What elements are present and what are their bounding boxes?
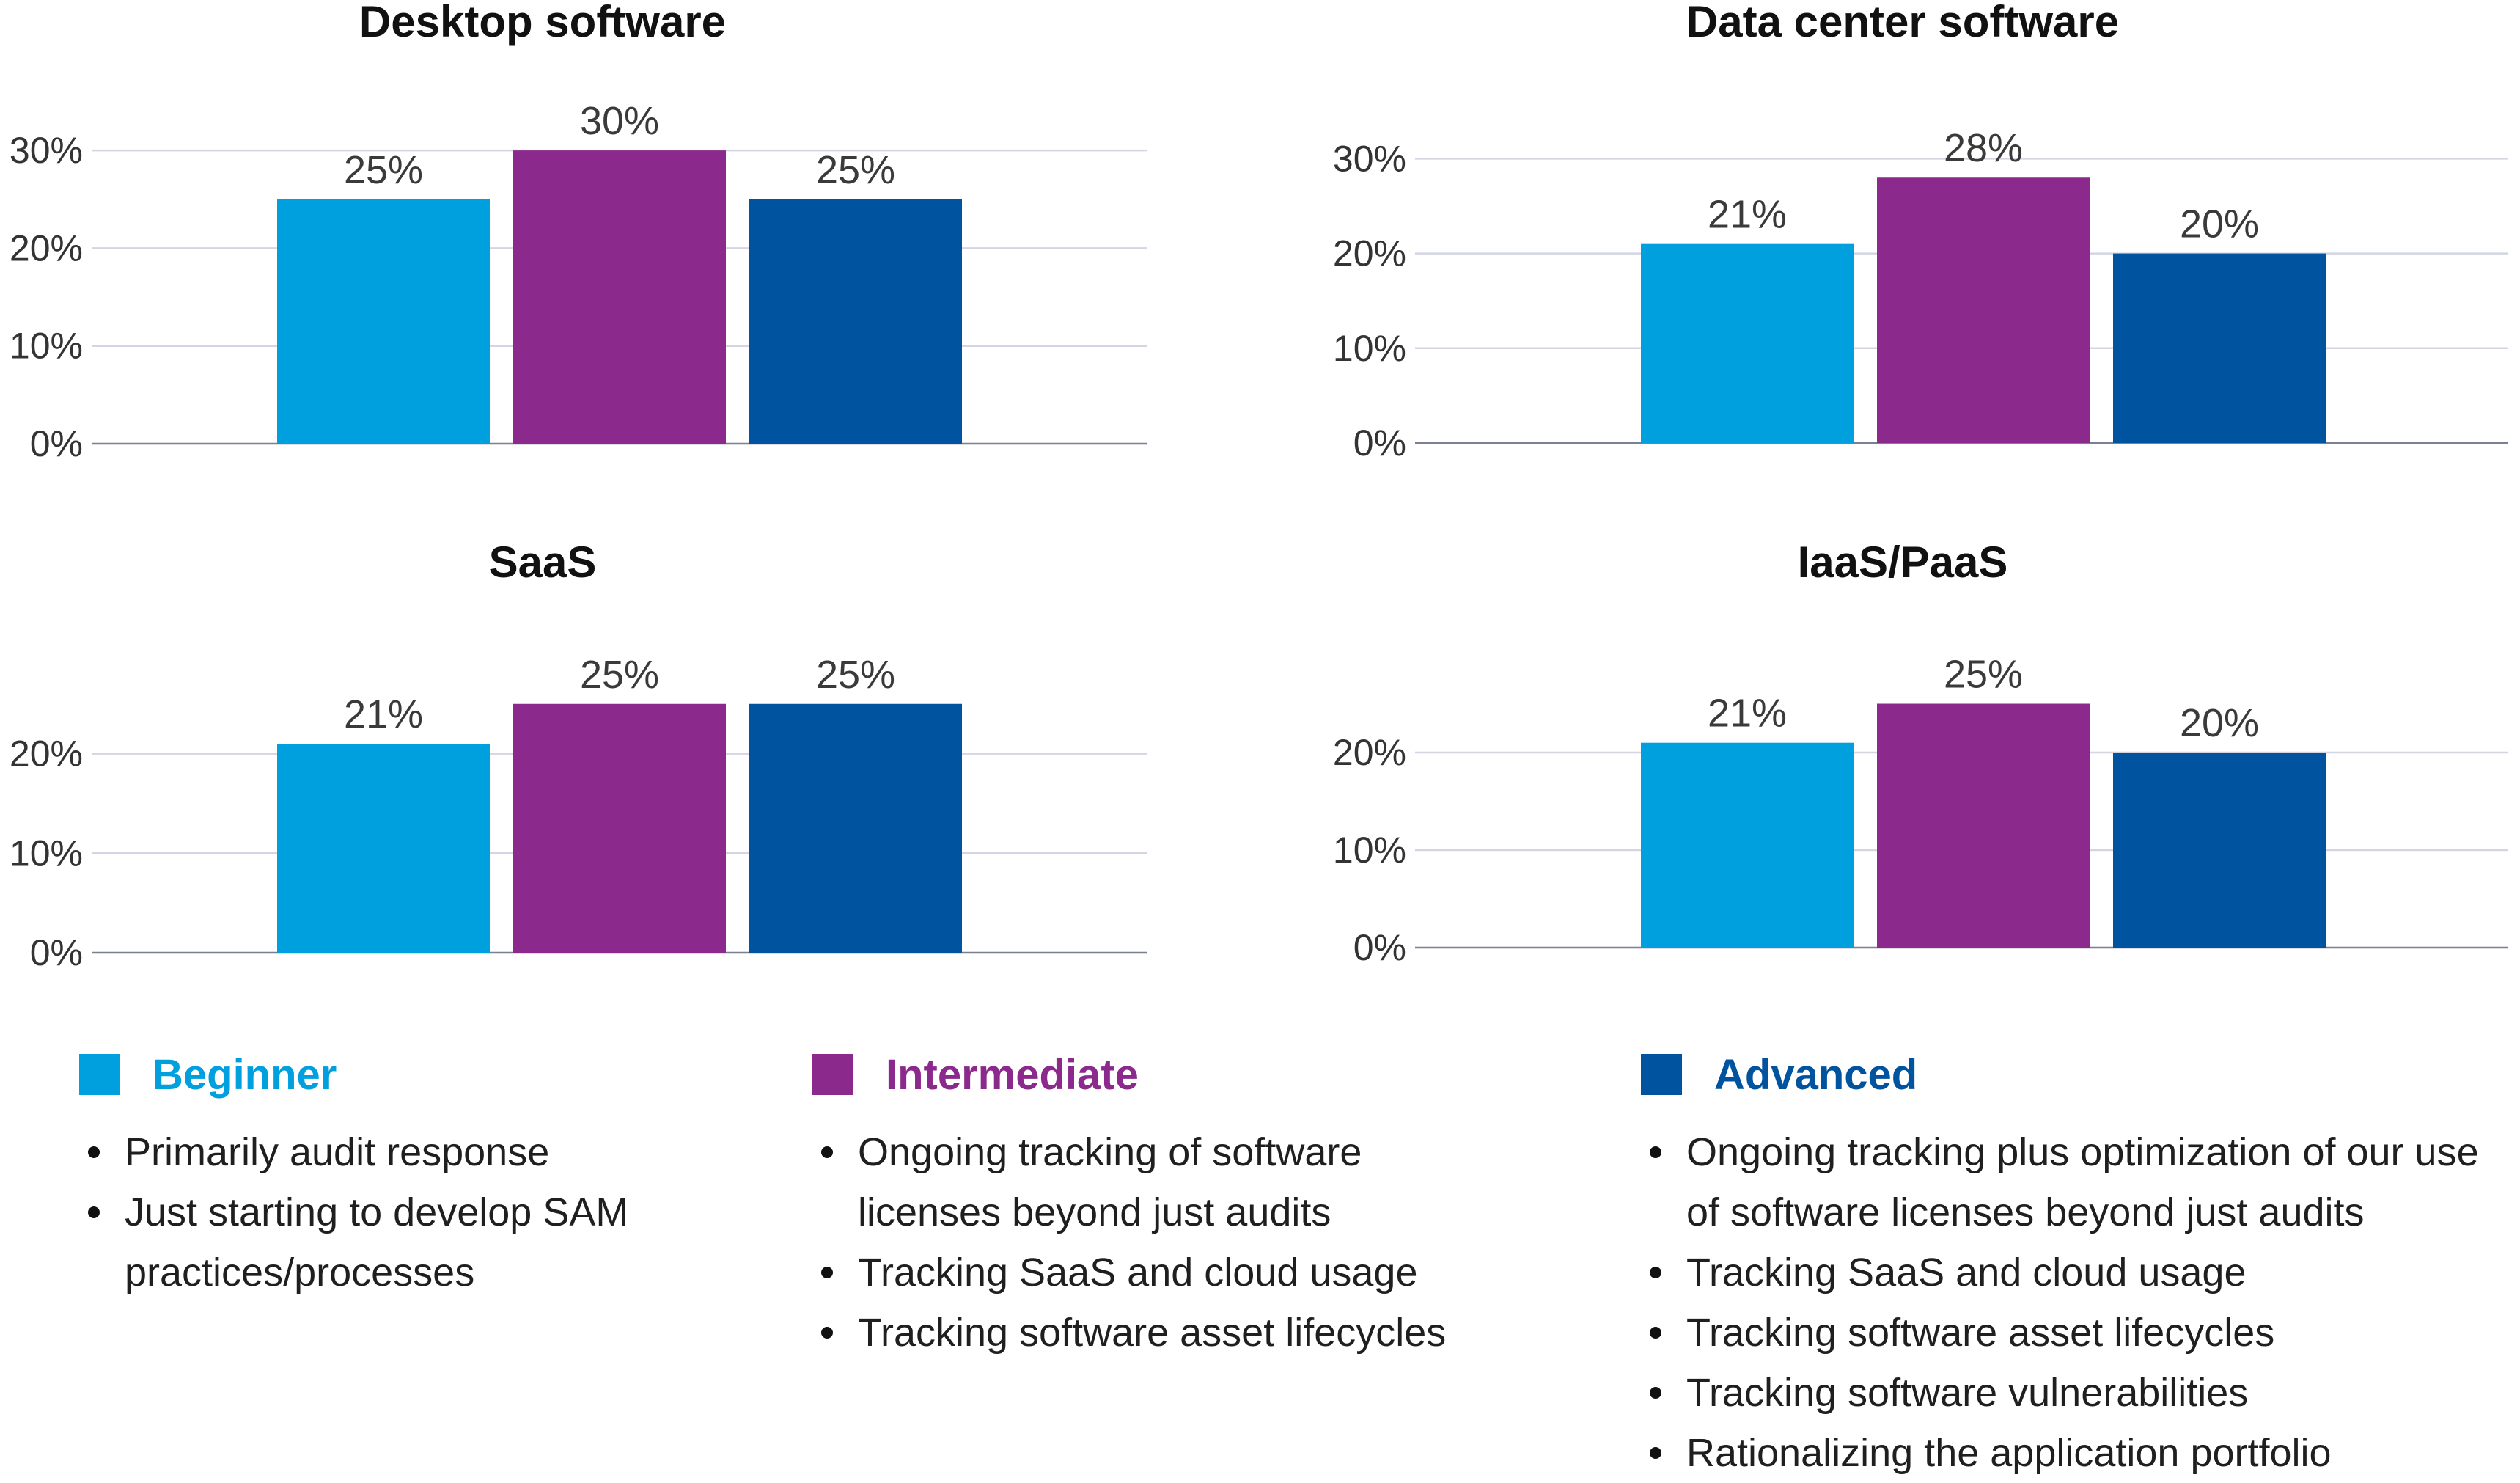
list-item: Tracking SaaS and cloud usage [821,1242,1459,1303]
y-tick-label: 10% [10,326,83,367]
list-item: Tracking software asset lifecycles [1650,1303,2519,1363]
data-label: 30% [580,99,659,143]
bar-intermediate [513,703,726,953]
bullet-list: Ongoing tracking of software licenses be… [812,1122,1459,1363]
bar-advanced [749,703,962,953]
y-tick-label: 20% [1333,233,1406,274]
chart-plot: 0% 10% 20% 30% 25% 30% 25% [10,99,1147,464]
y-tick-label: 0% [1353,422,1406,464]
bar-beginner [277,199,490,444]
legend-beginner: Beginner Primarily audit response Just s… [79,1049,812,1303]
bullet-list: Primarily audit response Just starting t… [79,1122,653,1303]
legend-advanced: Advanced Ongoing tracking plus optimizat… [1641,1049,2520,1483]
chart-title: Desktop software [359,0,727,46]
advanced-swatch-icon [1641,1054,1682,1095]
y-tick-label: 10% [10,832,83,874]
data-label: 25% [580,653,659,697]
bar-advanced [749,199,962,444]
bar-beginner [1641,742,1854,948]
legend-intermediate: Intermediate Ongoing tracking of softwar… [812,1049,1546,1363]
y-tick-label: 0% [30,423,83,464]
data-label: 25% [816,653,895,697]
y-tick-label: 10% [1333,328,1406,369]
chart-title: IaaS/PaaS [1797,538,2008,587]
chart-plot: 0% 10% 20% 30% 21% 28% 20% [1333,126,2508,464]
chart-plot: 0% 10% 20% 21% 25% 25% [10,653,1147,973]
list-item: Primarily audit response [88,1122,653,1182]
data-label: 21% [1708,193,1787,237]
data-label: 20% [2180,701,2259,745]
list-item: Ongoing tracking of software licenses be… [821,1122,1459,1242]
data-label: 25% [1944,653,2023,697]
data-label: 21% [344,692,423,736]
y-tick-label: 20% [1333,732,1406,773]
y-tick-label: 20% [10,227,83,268]
y-tick-label: 30% [1333,138,1406,179]
bar-beginner [277,744,490,953]
list-item: Tracking SaaS and cloud usage [1650,1242,2519,1303]
data-label: 25% [344,148,423,192]
y-tick-label: 0% [1353,927,1406,968]
bar-advanced [2113,753,2326,948]
y-tick-label: 20% [10,733,83,775]
list-item: Ongoing tracking plus optimization of ou… [1650,1122,2519,1242]
data-label: 25% [816,148,895,192]
y-tick-label: 10% [1333,830,1406,871]
y-tick-label: 30% [10,130,83,171]
legend-label: Advanced [1714,1050,1918,1099]
chart-plot: 0% 10% 20% 21% 25% 20% [1333,653,2508,968]
y-tick-label: 0% [30,932,83,973]
chart-iaas-paas: IaaS/PaaS 0% 10% 20% 21% 25% 20% [1333,538,2520,1025]
bar-intermediate [513,150,726,444]
legend-header: Beginner [79,1049,812,1100]
list-item: Tracking software vulnerabilities [1650,1363,2519,1423]
bar-intermediate [1877,177,2090,444]
legend-header: Advanced [1641,1049,2520,1100]
bar-intermediate [1877,703,2090,948]
legend-label: Intermediate [886,1050,1139,1099]
bar-beginner [1641,243,1854,443]
bar-advanced [2113,253,2326,443]
legend-header: Intermediate [812,1049,1546,1100]
data-label: 28% [1944,126,2023,170]
data-label: 20% [2180,202,2259,246]
list-item: Rationalizing the application portfolio [1650,1423,2519,1483]
chart-title: Data center software [1686,0,2120,46]
intermediate-swatch-icon [812,1054,853,1095]
beginner-swatch-icon [79,1054,120,1095]
bullet-list: Ongoing tracking plus optimization of ou… [1641,1122,2519,1483]
chart-title: SaaS [488,538,597,587]
legend-label: Beginner [153,1050,337,1099]
chart-desktop-software: Desktop software 0% 10% 20% 30% 25% 30% 25% [0,0,1232,484]
chart-data-center-software: Data center software 0% 10% 20% 30% 21% 28% 20… [1333,0,2520,484]
data-label: 21% [1708,692,1787,736]
list-item: Tracking software asset lifecycles [821,1303,1459,1363]
list-item: Just starting to develop SAM practices/p… [88,1182,653,1303]
chart-saas: SaaS 0% 10% 20% 21% 25% 25% [0,541,1232,1025]
